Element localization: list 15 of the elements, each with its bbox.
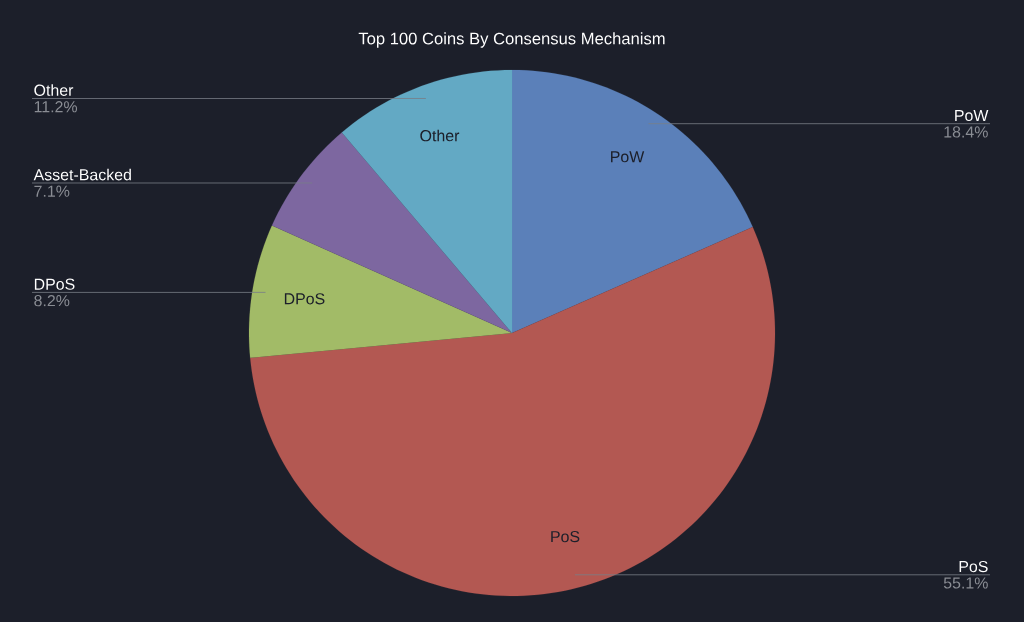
slice-label: PoS (959, 560, 988, 573)
slice-label: PoW (955, 109, 989, 122)
slice-label: DPoS (34, 278, 75, 290)
data-label: 11.2% (34, 101, 78, 113)
slice-label: Other (34, 84, 74, 96)
data-label: 8.2% (34, 295, 70, 307)
data-label: 55.1% (943, 577, 988, 589)
slice-label: PoS (551, 530, 580, 543)
data-label: 7.1% (34, 185, 70, 197)
chart-title: Top 100 Coins By Consensus Mechanism (358, 32, 665, 48)
data-label: 18.4% (944, 126, 988, 138)
slice-label: Other (420, 129, 460, 142)
slice-label: DPoS (284, 293, 325, 305)
slice-label: Asset-Backed (33, 168, 131, 181)
slice-label: PoW (611, 151, 645, 163)
